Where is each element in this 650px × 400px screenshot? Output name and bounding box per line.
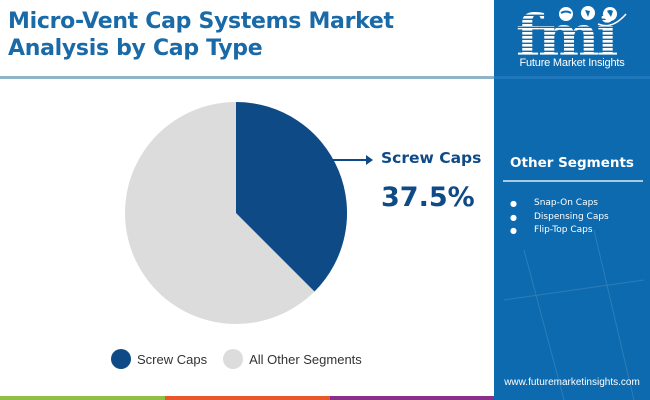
callout-label: Screw Caps bbox=[381, 149, 482, 167]
title-divider bbox=[0, 76, 494, 79]
other-segments-title: Other Segments bbox=[510, 155, 634, 171]
bullet-icon: ● bbox=[510, 226, 517, 235]
legend-swatch-icon bbox=[223, 349, 244, 369]
other-segments-divider bbox=[503, 180, 643, 182]
brand-logo: fmi Future Market Insights bbox=[494, 0, 650, 76]
page-title: Micro-Vent Cap Systems Market Analysis b… bbox=[8, 8, 478, 62]
bottom-bar-purple bbox=[330, 396, 494, 400]
legend-swatch-icon bbox=[111, 349, 131, 369]
bottom-bar-green bbox=[0, 396, 165, 400]
chart-legend: Screw Caps All Other Segments bbox=[111, 349, 378, 369]
legend-item-screw-caps: Screw Caps bbox=[111, 349, 207, 369]
list-item: ● Flip-Top Caps bbox=[510, 224, 609, 238]
other-segments-list: ● Snap-On Caps ● Dispensing Caps ● Flip-Top… bbox=[510, 197, 609, 238]
legend-item-all-other-segments: All Other Segments bbox=[223, 349, 362, 369]
callout-value: 37.5% bbox=[381, 182, 475, 213]
background-lines-decoration bbox=[503, 229, 645, 400]
logo-divider bbox=[494, 76, 650, 79]
arrow-right-icon bbox=[366, 155, 373, 165]
fmi-logo-icon: fmi bbox=[516, 4, 627, 58]
list-item: ● Snap-On Caps bbox=[510, 197, 609, 211]
bottom-bar-orange bbox=[165, 396, 330, 400]
brand-name: Future Market Insights bbox=[519, 57, 625, 69]
list-item: ● Dispensing Caps bbox=[510, 211, 609, 225]
title-line-2: Analysis by Cap Type bbox=[8, 36, 263, 61]
bullet-icon: ● bbox=[510, 199, 517, 208]
title-line-1: Micro-Vent Cap Systems Market bbox=[8, 9, 394, 34]
website-url: www.futuremarketinsights.com bbox=[504, 377, 640, 388]
pie-chart bbox=[125, 101, 373, 324]
bullet-icon: ● bbox=[510, 212, 517, 222]
pie-slice-screw-caps bbox=[236, 101, 348, 292]
